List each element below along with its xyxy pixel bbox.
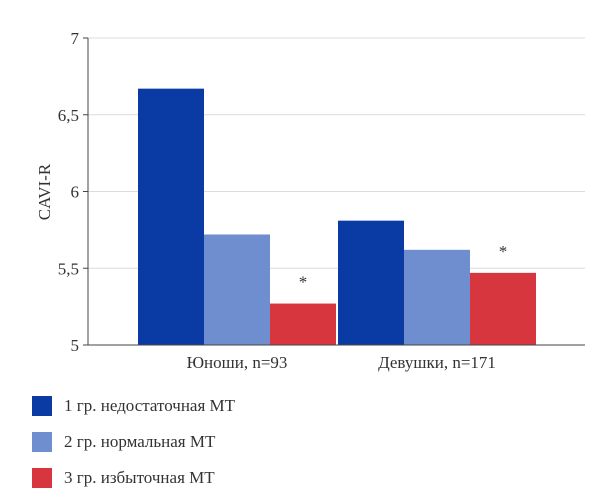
bar (138, 88, 204, 345)
legend-swatch (32, 468, 52, 488)
significance-marker: * (499, 242, 508, 261)
legend-label: 3 гр. избыточная МТ (64, 468, 215, 487)
significance-marker: * (299, 273, 308, 292)
bar (204, 234, 270, 345)
y-tick-label: 6,5 (58, 106, 79, 125)
legend-label: 1 гр. недостаточная МТ (64, 396, 236, 415)
y-tick-label: 6 (71, 183, 80, 202)
bar (270, 303, 336, 345)
x-tick-label: Девушки, n=171 (378, 353, 496, 372)
legend-item: 3 гр. избыточная МТ (32, 460, 235, 496)
bar (470, 272, 536, 345)
legend-label: 2 гр. нормальная МТ (64, 432, 216, 451)
y-axis-title: CAVI-R (35, 163, 54, 220)
y-tick-label: 5,5 (58, 259, 79, 278)
legend-swatch (32, 432, 52, 452)
y-tick-label: 5 (71, 336, 80, 355)
y-tick-label: 7 (71, 29, 80, 48)
legend-item: 1 гр. недостаточная МТ (32, 388, 235, 424)
bars (138, 88, 536, 345)
bar (404, 249, 470, 345)
bar (338, 220, 404, 345)
x-tick-label: Юноши, n=93 (187, 353, 288, 372)
labels: 5 5,5 6 6,5 7 * Юноши, n=93 * Девушки, n=171 (58, 29, 508, 372)
bar-chart: 5 5,5 6 6,5 7 * Юноши, n=93 * Девушки, n=171 CAV… (35, 29, 585, 372)
legend-swatch (32, 396, 52, 416)
axes (83, 37, 585, 346)
legend: 1 гр. недостаточная МТ 2 гр. нормальная … (32, 388, 235, 496)
legend-item: 2 гр. нормальная МТ (32, 424, 235, 460)
